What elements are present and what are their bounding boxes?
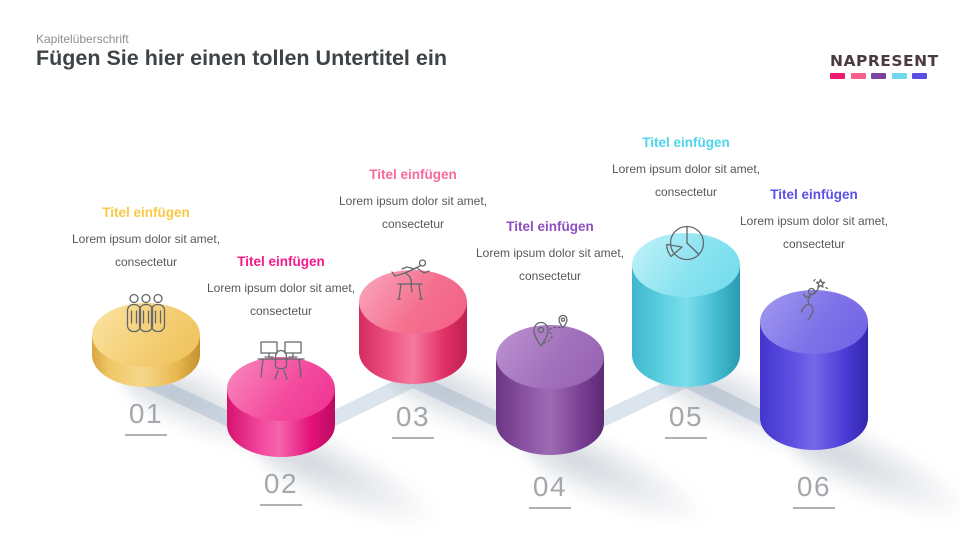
logo-dash — [871, 73, 886, 79]
step-number: 01 — [101, 398, 191, 436]
route-location-icon — [533, 314, 568, 347]
step-description: Lorem ipsum dolor sit amet, consectetur — [475, 246, 625, 283]
step-description: Lorem ipsum dolor sit amet, consectetur — [206, 281, 356, 318]
page-title: Fügen Sie hier einen tollen Untertitel e… — [36, 46, 447, 70]
step-title: Titel einfügen — [770, 187, 858, 202]
step-caption: Titel einfügen Lorem ipsum dolor sit ame… — [726, 187, 902, 256]
step-number: 04 — [505, 471, 595, 509]
chapter-heading: Kapitelüberschrift — [36, 32, 129, 46]
step-caption: Titel einfügen Lorem ipsum dolor sit ame… — [325, 167, 501, 236]
hurdle-runner-icon — [391, 259, 430, 300]
step-number-text: 05 — [664, 401, 708, 439]
step-description: Lorem ipsum dolor sit amet, consectetur — [739, 214, 889, 251]
brand-logo-text: NAPRESENT — [830, 52, 939, 70]
step-number: 06 — [769, 471, 859, 509]
cylinder-top — [496, 325, 604, 389]
step-title: Titel einfügen — [369, 167, 457, 182]
logo-dash — [912, 73, 927, 79]
workspace-icon — [257, 341, 305, 380]
step-title: Titel einfügen — [102, 205, 190, 220]
step-number-text: 06 — [792, 471, 836, 509]
step-caption: Titel einfügen Lorem ipsum dolor sit ame… — [598, 135, 774, 204]
step-number: 05 — [641, 401, 731, 439]
cylinder-top — [227, 357, 335, 421]
step-caption: Titel einfügen Lorem ipsum dolor sit ame… — [193, 254, 369, 323]
cylinder-top — [760, 290, 868, 354]
cylinder-top — [92, 303, 200, 367]
pie-chart-icon — [666, 225, 705, 261]
cylinder-top — [359, 270, 467, 334]
brand-logo: NAPRESENT — [830, 52, 939, 79]
step-description: Lorem ipsum dolor sit amet, consectetur — [71, 232, 221, 269]
step-number-text: 04 — [528, 471, 572, 509]
step-caption: Titel einfügen Lorem ipsum dolor sit ame… — [462, 219, 638, 288]
logo-dash — [850, 73, 866, 79]
goal-achievement-icon — [800, 278, 828, 321]
step-description: Lorem ipsum dolor sit amet, consectetur — [611, 162, 761, 199]
step-title: Titel einfügen — [506, 219, 594, 234]
step-number: 03 — [368, 401, 458, 439]
logo-dash — [891, 73, 907, 79]
step-number-text: 02 — [259, 468, 303, 506]
team-icon — [126, 293, 166, 333]
cylinder-top — [632, 233, 740, 297]
step-number-text: 03 — [391, 401, 435, 439]
step-caption: Titel einfügen Lorem ipsum dolor sit ame… — [58, 205, 234, 274]
logo-dashes — [830, 73, 927, 79]
step-number-text: 01 — [124, 398, 168, 436]
logo-dash — [830, 73, 845, 79]
step-number: 02 — [236, 468, 326, 506]
step-title: Titel einfügen — [237, 254, 325, 269]
step-description: Lorem ipsum dolor sit amet, consectetur — [338, 194, 488, 231]
step-title: Titel einfügen — [642, 135, 730, 150]
